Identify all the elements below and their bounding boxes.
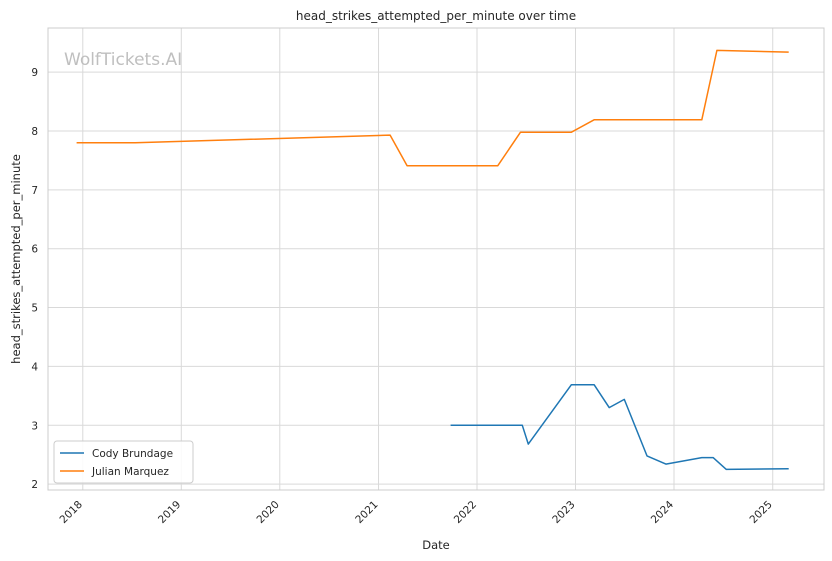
y-tick-label: 5 — [31, 303, 38, 315]
x-tick-label: 2022 — [452, 499, 479, 526]
legend-box — [53, 440, 194, 484]
watermark-text: WolfTickets.AI — [64, 50, 182, 70]
series — [76, 49, 789, 471]
series-line-cody-brundage — [450, 383, 789, 471]
grid — [48, 28, 824, 490]
x-tick-label: 2021 — [353, 499, 380, 526]
plot-area-frame — [47, 27, 825, 491]
y-axis-label: head_strikes_attempted_per_minute — [9, 154, 23, 364]
x-tick-label: 2019 — [156, 499, 183, 526]
x-tick-label: 2018 — [58, 499, 85, 526]
y-tick-labels: 2 3 4 5 6 7 8 9 — [31, 67, 38, 491]
y-tick-label: 9 — [31, 67, 38, 79]
y-tick-label: 8 — [31, 126, 38, 138]
x-axis-label: Date — [422, 538, 450, 552]
y-tick-label: 3 — [31, 420, 38, 432]
x-tick-labels: 2018 2019 2020 2021 2022 2023 2024 2025 — [58, 498, 775, 526]
y-tick-label: 2 — [31, 479, 38, 491]
y-tick-label: 7 — [31, 185, 38, 197]
x-tick-label: 2024 — [649, 498, 677, 526]
x-tick-label: 2023 — [550, 499, 577, 526]
chart-title: head_strikes_attempted_per_minute over t… — [296, 9, 576, 23]
y-tick-label: 6 — [31, 244, 38, 256]
legend-label-cody-brundage: Cody Brundage — [92, 448, 173, 460]
legend: Cody Brundage Julian Marquez — [53, 440, 194, 484]
y-tick-label: 4 — [31, 361, 38, 373]
series-line-julian-marquez — [76, 49, 789, 167]
x-tick-label: 2025 — [747, 499, 774, 526]
x-tick-label: 2020 — [255, 499, 282, 526]
legend-label-julian-marquez: Julian Marquez — [91, 466, 169, 478]
